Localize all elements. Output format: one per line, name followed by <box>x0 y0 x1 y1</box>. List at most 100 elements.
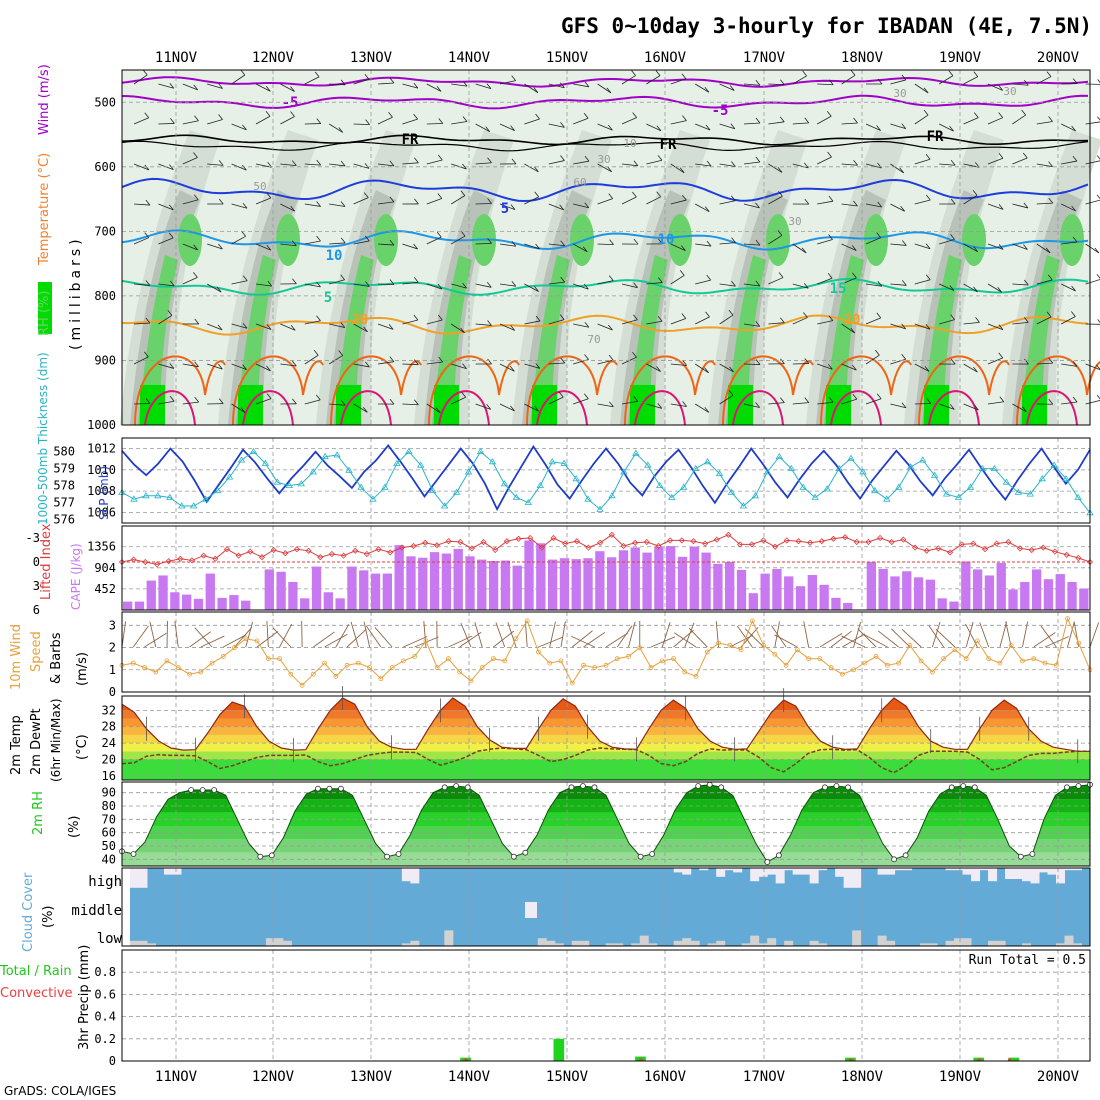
wind-barb-flag <box>901 354 906 360</box>
wind-barb-flag <box>1046 311 1052 318</box>
wind-barb <box>743 122 760 125</box>
wind-barb-flag <box>216 286 222 293</box>
wind-barb <box>158 203 174 211</box>
wind-speed-point <box>479 665 485 670</box>
wind-barb-flag <box>388 324 394 330</box>
wind-barb-flag <box>973 366 978 373</box>
wind-barb <box>280 323 296 331</box>
cloud-high-bar <box>1064 868 1074 871</box>
wind-barb <box>963 76 978 85</box>
wind-tick-label: 1 <box>109 663 116 677</box>
wind-barb-flag <box>1048 116 1053 122</box>
wind-speed-point <box>502 658 508 664</box>
cloud-low-bar <box>690 940 700 946</box>
wind-barb-flag <box>218 83 223 89</box>
wind-barb <box>207 323 223 331</box>
panel8-ylabel-unit: 3hr Precip (mm) <box>77 945 92 1050</box>
cape-bar <box>713 563 723 610</box>
wind-speed-point <box>727 642 733 648</box>
wind-barb <box>865 203 882 208</box>
surface-wind-barb <box>771 625 787 648</box>
wind-barb <box>402 118 418 125</box>
wind-barb <box>475 403 491 410</box>
cloud-high-bar <box>172 868 182 875</box>
lifted-index-point <box>223 546 231 553</box>
wind-barb <box>207 163 224 166</box>
panel2-ylabel-thickness: 1000-500mb Thickness (dm) <box>36 352 50 525</box>
thickness-point <box>775 452 783 460</box>
wind-speed-point <box>986 656 992 662</box>
wind-barb-flag <box>609 401 614 408</box>
wind-barb-flag <box>999 396 1005 403</box>
rh-point <box>130 851 137 857</box>
surface-wind-barb <box>144 632 167 648</box>
wind-barb-flag <box>535 315 541 322</box>
thickness-point <box>178 502 186 509</box>
wind-barb-flag <box>389 196 395 203</box>
wind-barb <box>548 396 564 405</box>
wind-barb <box>133 163 150 171</box>
wind-barb-flag <box>144 164 150 171</box>
wind-barb <box>451 363 467 370</box>
wind-barb-flag <box>755 202 760 209</box>
wind-barb-flag <box>193 194 199 201</box>
wind-barb <box>939 123 954 132</box>
cape-bar <box>276 571 286 610</box>
wind-barb-flag <box>1096 394 1100 400</box>
wind-speed-point <box>941 656 947 662</box>
cape-bar <box>831 597 841 610</box>
wind-barb <box>231 74 246 85</box>
surface-wind-barb <box>350 621 359 648</box>
cape-bar <box>996 562 1006 610</box>
temp-band <box>122 759 1090 780</box>
temp-line <box>121 697 1090 752</box>
cloud-high-bar <box>163 868 173 875</box>
slp-tick-label: 1012 <box>87 442 116 456</box>
surface-wind-barb <box>524 621 528 648</box>
temp-contour-30 <box>438 390 490 426</box>
wind-barb-flag <box>560 122 565 128</box>
wind-speed-point <box>243 636 249 642</box>
surface-wind-barb <box>324 633 348 648</box>
wind-barb <box>524 283 539 292</box>
cape-bar <box>902 571 912 610</box>
lifted-index-point <box>573 538 580 545</box>
wind-barb <box>524 83 539 93</box>
thickness-point <box>656 481 664 488</box>
wind-speed-point <box>907 642 913 648</box>
contour-label: 50 <box>253 180 266 193</box>
rh-plume-green <box>824 255 864 425</box>
wind-barb-flag <box>510 405 515 412</box>
thickness-point <box>847 454 855 461</box>
wind-barb <box>646 196 661 205</box>
thickness-point <box>823 485 831 492</box>
wind-barb <box>597 163 612 173</box>
wind-barb-flag <box>926 398 932 404</box>
temp-contour-20 <box>121 314 1089 336</box>
temp-contour-minus5-upper <box>121 76 1089 88</box>
surface-wind-barb <box>174 621 179 648</box>
wind-barb <box>548 123 565 128</box>
cloud-low-bar <box>274 938 284 946</box>
cloud-low-bar <box>750 935 760 946</box>
thickness-point <box>1050 461 1058 468</box>
rh-point <box>464 784 471 791</box>
wind-barb <box>426 236 442 245</box>
precip-convective-bar <box>464 1058 468 1061</box>
wind-barb <box>865 317 881 325</box>
rh-point <box>948 784 955 791</box>
temp-contour-30 <box>242 390 294 426</box>
wind-barb <box>1012 243 1028 250</box>
cape-panel: 452 904 1356 -3 0 3 6 <box>26 525 1094 617</box>
wind-barb-flag <box>560 240 566 247</box>
cape-bar <box>441 553 452 610</box>
wind-barb-flag <box>850 327 856 334</box>
cape-bar <box>193 598 204 610</box>
wind-barb <box>963 321 980 325</box>
rh-line <box>121 784 1091 863</box>
wind-barb-flag <box>1021 109 1026 116</box>
cloud-high-bar <box>130 868 139 888</box>
contour-label: 30 <box>597 153 610 166</box>
cape-bar <box>677 556 688 610</box>
